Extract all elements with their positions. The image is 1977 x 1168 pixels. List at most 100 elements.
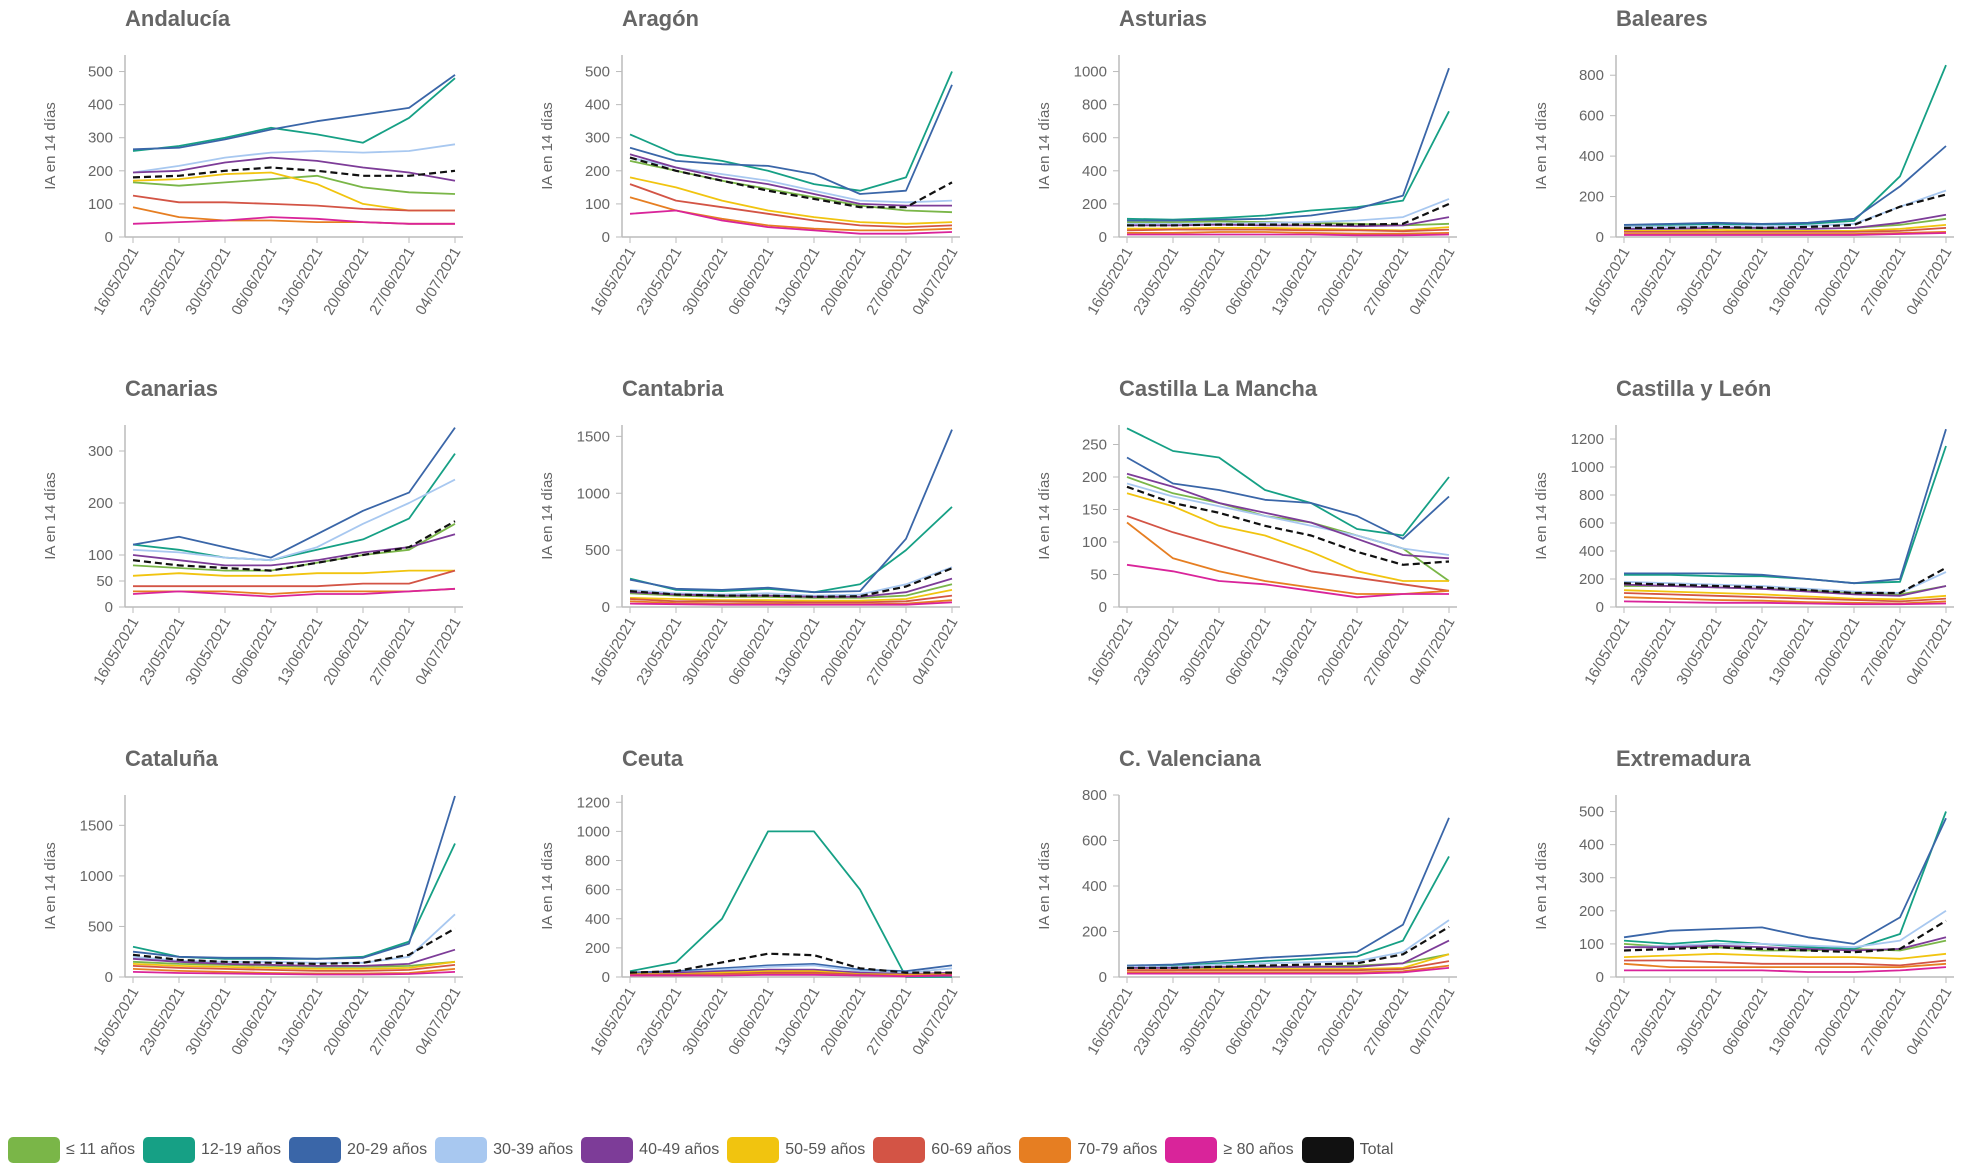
series-line-12-19-a-os bbox=[1127, 111, 1449, 219]
chart-panel: 0 100 200 300 400 500 IA en 14 días 16/05/2021 2… bbox=[1496, 740, 1976, 1090]
chart-svg: 0200400600800IA en 14 días16/05/202123/0… bbox=[999, 740, 1479, 1090]
y-tick-label: 600 bbox=[585, 882, 610, 899]
legend-label: 70-79 años bbox=[1077, 1141, 1157, 1159]
chart-svg: 0200400600800IA en 14 días16/05/202123/0… bbox=[1496, 0, 1976, 350]
y-tick-label: 600 bbox=[1082, 130, 1107, 147]
series-line-20-29-a-os bbox=[133, 796, 455, 959]
chart-svg: 02004006008001000IA en 14 días16/05/2021… bbox=[999, 0, 1479, 350]
y-tick-label: 1500 bbox=[577, 428, 610, 445]
x-tick-label: 16/05/2021 bbox=[1084, 615, 1136, 689]
series-line-30-39-a-os bbox=[133, 914, 455, 963]
x-tick-label: 04/07/2021 bbox=[412, 245, 464, 319]
series-line-40-49-a-os bbox=[630, 154, 952, 205]
x-tick-label: 06/06/2021 bbox=[228, 245, 280, 319]
y-tick-label: 1000 bbox=[1571, 459, 1604, 476]
x-tick-label: 16/05/2021 bbox=[1084, 985, 1136, 1059]
legend-label: ≥ 80 años bbox=[1223, 1141, 1293, 1159]
x-tick-label: 27/06/2021 bbox=[366, 985, 418, 1059]
x-tick-label: 30/05/2021 bbox=[679, 985, 731, 1059]
chart-svg: 020040060080010001200IA en 14 días16/05/… bbox=[502, 740, 982, 1090]
series-line-Total bbox=[630, 158, 952, 208]
y-tick-label: 300 bbox=[88, 443, 113, 460]
series-line-20-29-a-os bbox=[1624, 818, 1946, 944]
x-tick-label: 23/05/2021 bbox=[633, 245, 685, 319]
series-line-Total bbox=[1127, 487, 1449, 565]
x-tick-label: 04/07/2021 bbox=[1406, 245, 1458, 319]
y-tick-label: 0 bbox=[602, 969, 610, 986]
x-tick-label: 06/06/2021 bbox=[228, 615, 280, 689]
legend-swatch bbox=[435, 1137, 487, 1163]
x-tick-label: 13/06/2021 bbox=[1268, 245, 1320, 319]
x-tick-label: 06/06/2021 bbox=[1222, 985, 1274, 1059]
x-tick-label: 27/06/2021 bbox=[863, 615, 915, 689]
x-tick-label: 13/06/2021 bbox=[274, 245, 326, 319]
y-tick-label: 250 bbox=[1082, 437, 1107, 454]
x-tick-label: 23/05/2021 bbox=[136, 985, 188, 1059]
chart-title: Baleares bbox=[1616, 6, 1708, 32]
x-tick-label: 27/06/2021 bbox=[863, 985, 915, 1059]
legend-item: 30-39 años bbox=[435, 1137, 573, 1163]
series-line-12-19-a-os bbox=[630, 72, 952, 191]
y-tick-label: 0 bbox=[602, 599, 610, 616]
x-tick-label: 04/07/2021 bbox=[1406, 985, 1458, 1059]
x-tick-label: 27/06/2021 bbox=[1360, 985, 1412, 1059]
y-tick-label: 100 bbox=[585, 196, 610, 213]
x-tick-label: 23/05/2021 bbox=[1627, 245, 1679, 319]
chart-panel: 0 500 1000 1500 IA en 14 días 16/05/2021 23/05… bbox=[5, 740, 485, 1090]
legend-swatch bbox=[1165, 1137, 1217, 1163]
series-line-12-19-a-os bbox=[133, 844, 455, 959]
series-line-60-69-a-os bbox=[1624, 961, 1946, 966]
x-tick-label: 20/06/2021 bbox=[1314, 245, 1366, 319]
y-tick-label: 0 bbox=[1596, 229, 1604, 246]
x-tick-label: 06/06/2021 bbox=[725, 245, 777, 319]
y-axis-label: IA en 14 días bbox=[1036, 472, 1053, 560]
y-tick-label: 200 bbox=[1579, 189, 1604, 206]
y-axis-label: IA en 14 días bbox=[539, 102, 556, 190]
chart-panel: 0 50 100 200 300 IA en 14 días 16/05/2021 23/05… bbox=[5, 370, 485, 720]
series-line-50-59-a-os bbox=[1624, 954, 1946, 959]
x-tick-label: 13/06/2021 bbox=[274, 985, 326, 1059]
legend-swatch bbox=[8, 1137, 60, 1163]
y-tick-label: 200 bbox=[585, 163, 610, 180]
y-axis-label: IA en 14 días bbox=[1533, 102, 1550, 190]
legend-label: ≤ 11 años bbox=[66, 1141, 135, 1159]
y-tick-label: 1000 bbox=[1074, 64, 1107, 81]
x-tick-label: 27/06/2021 bbox=[1857, 245, 1909, 319]
y-tick-label: 200 bbox=[585, 940, 610, 957]
x-tick-label: 13/06/2021 bbox=[1268, 985, 1320, 1059]
legend-item: 60-69 años bbox=[873, 1137, 1011, 1163]
x-tick-label: 20/06/2021 bbox=[1811, 985, 1863, 1059]
x-tick-label: 30/05/2021 bbox=[1673, 245, 1725, 319]
x-tick-label: 27/06/2021 bbox=[1360, 245, 1412, 319]
chart-panel: 0 500 1000 1500 IA en 14 días 16/05/2021 23/05… bbox=[502, 370, 982, 720]
legend-label: 50-59 años bbox=[785, 1141, 865, 1159]
legend-label: 30-39 años bbox=[493, 1141, 573, 1159]
y-tick-label: 800 bbox=[1579, 487, 1604, 504]
legend-label: 20-29 años bbox=[347, 1141, 427, 1159]
x-tick-label: 06/06/2021 bbox=[725, 615, 777, 689]
x-tick-label: 13/06/2021 bbox=[771, 985, 823, 1059]
x-tick-label: 23/05/2021 bbox=[1627, 985, 1679, 1059]
series-line-12-19-a-os bbox=[133, 78, 455, 151]
y-tick-label: 500 bbox=[585, 542, 610, 559]
chart-title: Andalucía bbox=[125, 6, 230, 32]
y-tick-label: 800 bbox=[1082, 787, 1107, 804]
y-tick-label: 600 bbox=[1579, 515, 1604, 532]
series-line-12-19-a-os bbox=[630, 507, 952, 592]
x-tick-label: 13/06/2021 bbox=[1268, 615, 1320, 689]
x-tick-label: 30/05/2021 bbox=[182, 245, 234, 319]
x-tick-label: 20/06/2021 bbox=[1314, 985, 1366, 1059]
chart-svg: 020040060080010001200IA en 14 días16/05/… bbox=[1496, 370, 1976, 720]
y-tick-label: 0 bbox=[1596, 599, 1604, 616]
chart-svg: 050100200300IA en 14 días16/05/202123/05… bbox=[5, 370, 485, 720]
x-tick-label: 16/05/2021 bbox=[1581, 615, 1633, 689]
y-tick-label: 0 bbox=[105, 599, 113, 616]
series-line-50-59-a-os bbox=[133, 571, 455, 576]
y-tick-label: 800 bbox=[585, 853, 610, 870]
chart-title: Castilla y León bbox=[1616, 376, 1771, 402]
chart-title: Aragón bbox=[622, 6, 699, 32]
x-tick-label: 30/05/2021 bbox=[679, 245, 731, 319]
x-tick-label: 30/05/2021 bbox=[1673, 615, 1725, 689]
chart-title: C. Valenciana bbox=[1119, 746, 1261, 772]
